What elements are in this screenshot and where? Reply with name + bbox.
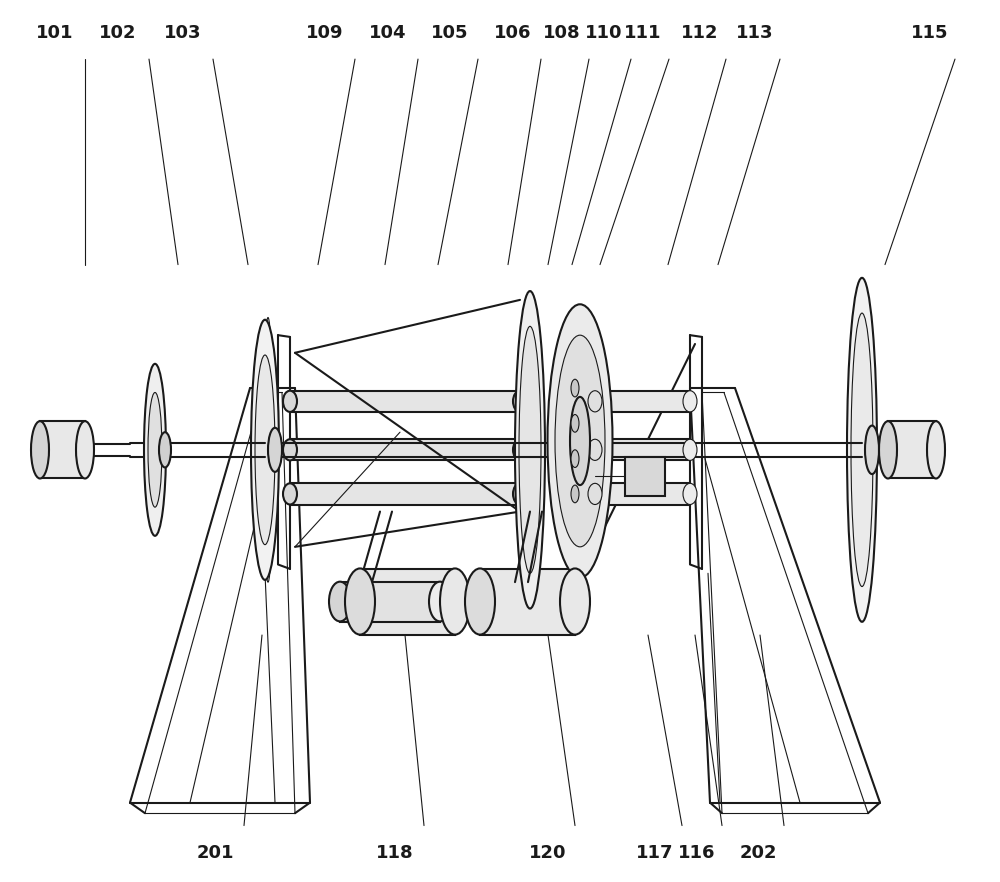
Bar: [480, 569, 575, 635]
Ellipse shape: [683, 483, 697, 505]
Text: 116: 116: [678, 844, 716, 862]
Ellipse shape: [345, 569, 375, 635]
Text: 106: 106: [494, 24, 532, 41]
Ellipse shape: [251, 319, 279, 580]
Bar: [595, 439, 690, 460]
Text: 104: 104: [369, 24, 407, 41]
Ellipse shape: [329, 582, 351, 621]
Ellipse shape: [465, 569, 495, 635]
Ellipse shape: [519, 326, 541, 573]
Text: 108: 108: [543, 24, 581, 41]
Text: 118: 118: [376, 844, 414, 862]
Ellipse shape: [879, 421, 897, 479]
Ellipse shape: [513, 483, 527, 505]
Ellipse shape: [571, 450, 579, 467]
Ellipse shape: [31, 421, 49, 479]
Bar: [290, 483, 520, 505]
Ellipse shape: [159, 432, 171, 467]
Text: 105: 105: [431, 24, 469, 41]
Text: 120: 120: [529, 844, 567, 862]
Ellipse shape: [865, 425, 879, 475]
Ellipse shape: [283, 439, 297, 460]
Bar: [625, 457, 665, 496]
Ellipse shape: [144, 364, 166, 535]
Bar: [360, 569, 455, 635]
Ellipse shape: [683, 391, 697, 412]
Ellipse shape: [515, 291, 545, 609]
Ellipse shape: [268, 428, 282, 472]
Ellipse shape: [683, 439, 697, 460]
Ellipse shape: [429, 582, 451, 621]
Ellipse shape: [588, 391, 602, 412]
Text: 102: 102: [99, 24, 137, 41]
Ellipse shape: [548, 304, 612, 578]
Text: 113: 113: [736, 24, 774, 41]
Text: 112: 112: [681, 24, 719, 41]
Text: 201: 201: [196, 844, 234, 862]
Ellipse shape: [851, 313, 873, 587]
Ellipse shape: [927, 421, 945, 479]
Ellipse shape: [571, 415, 579, 432]
Text: 111: 111: [624, 24, 662, 41]
Ellipse shape: [588, 439, 602, 460]
Ellipse shape: [560, 569, 590, 635]
Ellipse shape: [588, 483, 602, 505]
Bar: [888, 421, 936, 478]
Text: 110: 110: [585, 24, 623, 41]
Ellipse shape: [255, 355, 275, 544]
Bar: [595, 391, 690, 412]
Bar: [290, 391, 520, 412]
Ellipse shape: [571, 379, 579, 397]
Text: 115: 115: [911, 24, 949, 41]
Text: 117: 117: [636, 844, 674, 862]
Ellipse shape: [570, 397, 590, 485]
Bar: [290, 439, 520, 460]
Ellipse shape: [283, 483, 297, 505]
Ellipse shape: [148, 392, 162, 507]
Ellipse shape: [555, 335, 605, 547]
Bar: [40, 421, 85, 478]
Bar: [595, 483, 690, 505]
Ellipse shape: [283, 391, 297, 412]
Ellipse shape: [513, 439, 527, 460]
Text: 109: 109: [306, 24, 344, 41]
Text: 101: 101: [36, 24, 74, 41]
Ellipse shape: [513, 391, 527, 412]
Ellipse shape: [76, 421, 94, 479]
Text: 103: 103: [164, 24, 202, 41]
Ellipse shape: [847, 278, 877, 622]
Text: 202: 202: [739, 844, 777, 862]
Ellipse shape: [571, 485, 579, 503]
Ellipse shape: [440, 569, 470, 635]
Bar: [340, 582, 440, 622]
